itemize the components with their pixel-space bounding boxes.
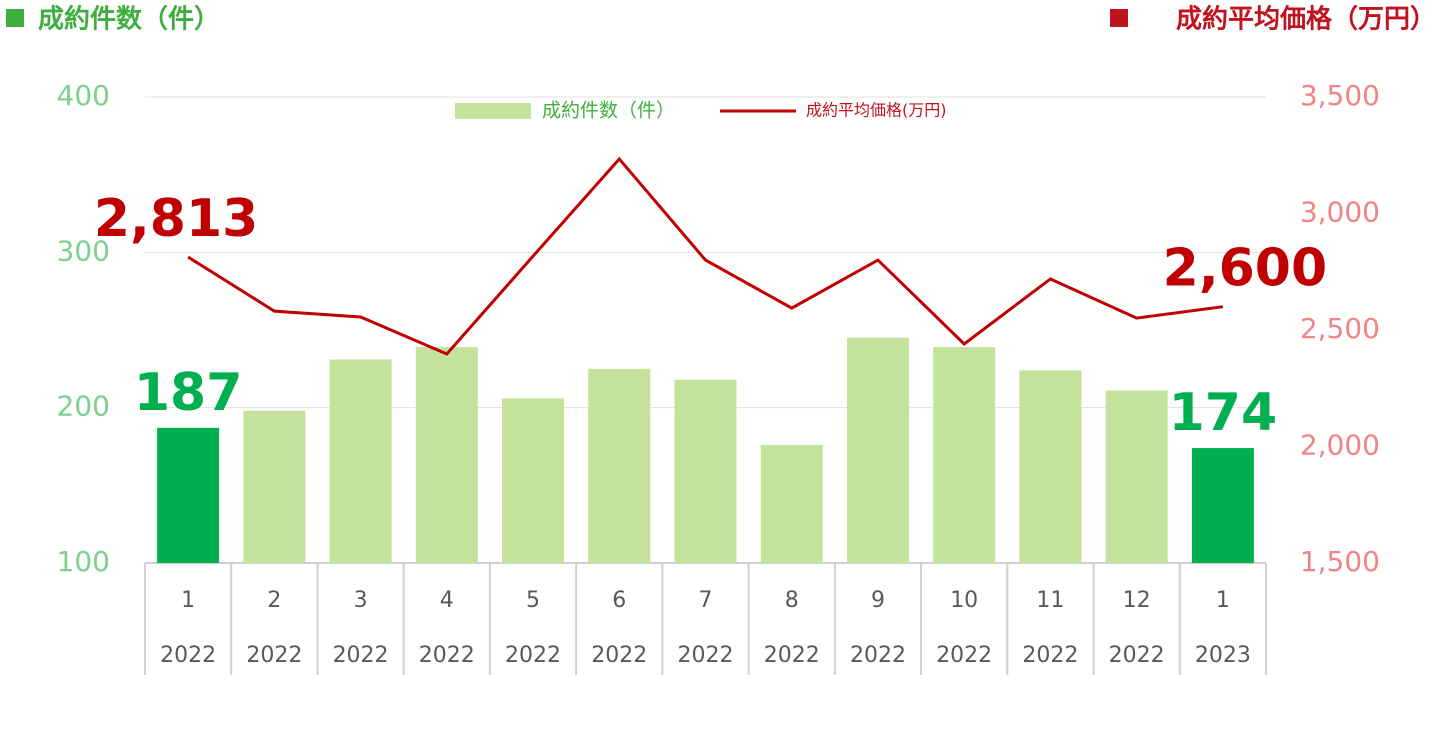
price-line [187, 156, 1224, 356]
x-tick-label: 5 [526, 588, 540, 613]
y2-tick-label: 2,000 [1300, 429, 1380, 462]
x-tick-year: 2022 [1022, 643, 1078, 668]
x-tick-label: 8 [785, 588, 799, 613]
x-tick-label: 11 [1036, 588, 1064, 613]
bar [1019, 370, 1082, 563]
bar [933, 347, 996, 563]
bar [760, 444, 823, 563]
bar [243, 410, 306, 563]
x-tick-year: 2022 [850, 643, 906, 668]
bar [157, 427, 220, 563]
bar [674, 379, 737, 563]
bar [846, 337, 909, 563]
bar-value-label: 187 [134, 363, 243, 423]
x-tick-label: 1 [181, 588, 195, 613]
legend-label: 成約平均価格(万円) [806, 101, 947, 120]
y2-tick-label: 3,000 [1300, 196, 1380, 229]
bar-value-label: 174 [1169, 383, 1278, 443]
y-axis-title: 成約件数（件） [38, 4, 220, 35]
x-tick-label: 2 [267, 588, 281, 613]
x-tick-year: 2022 [160, 643, 216, 668]
bar [415, 347, 478, 563]
x-tick-year: 2022 [505, 643, 561, 668]
x-tick-year: 2022 [764, 643, 820, 668]
x-tick-year: 2022 [936, 643, 992, 668]
bar [502, 398, 565, 563]
legend-swatch [455, 103, 531, 119]
x-tick-label: 10 [950, 588, 978, 613]
x-tick-year: 2022 [419, 643, 475, 668]
y2-axis-title: 成約平均価格（万円） [1176, 4, 1436, 35]
x-tick-year: 2022 [678, 643, 734, 668]
x-tick-label: 4 [440, 588, 454, 613]
bar [1191, 448, 1254, 563]
y-tick-label: 300 [57, 234, 110, 267]
bar [1105, 390, 1168, 563]
x-tick-label: 1 [1216, 588, 1230, 613]
x-tick-year: 2023 [1195, 643, 1251, 668]
y-tick-label: 400 [57, 79, 110, 112]
x-tick-year: 2022 [246, 643, 302, 668]
line-value-label: 2,813 [94, 189, 258, 249]
y-tick-label: 200 [57, 390, 110, 423]
y-tick-label: 100 [57, 545, 110, 578]
bar [329, 359, 392, 563]
y2-tick-label: 3,500 [1300, 79, 1380, 112]
x-tick-label: 3 [354, 588, 368, 613]
x-tick-label: 6 [612, 588, 626, 613]
y2-tick-label: 2,500 [1300, 312, 1380, 345]
y2-tick-label: 1,500 [1300, 545, 1380, 578]
x-tick-year: 2022 [333, 643, 389, 668]
bar [588, 368, 651, 563]
x-tick-label: 7 [699, 588, 713, 613]
x-tick-label: 12 [1123, 588, 1151, 613]
x-tick-label: 9 [871, 588, 885, 613]
x-tick-year: 2022 [1109, 643, 1165, 668]
line-value-label: 2,600 [1163, 239, 1327, 299]
x-tick-year: 2022 [591, 643, 647, 668]
legend-label: 成約件数（件） [542, 100, 675, 122]
y-label-marker [6, 9, 24, 27]
y2-label-marker [1110, 9, 1128, 27]
